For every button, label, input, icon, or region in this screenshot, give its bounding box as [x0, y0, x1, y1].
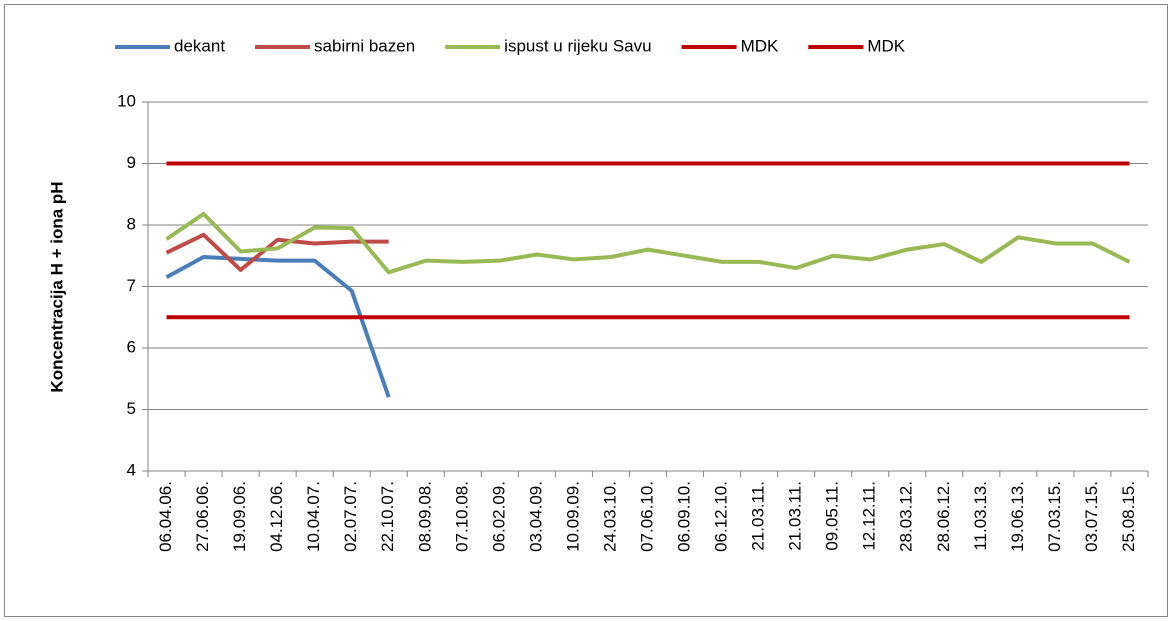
x-tick-label: 25.08.15. [1119, 481, 1138, 552]
legend-label: ispust u rijeku Savu [504, 36, 651, 55]
x-tick-label: 28.06.12. [934, 481, 953, 552]
x-tick-label: 24.03.10. [600, 481, 619, 552]
x-tick-label: 06.12.10. [712, 481, 731, 552]
x-tick-label: 10.09.09. [563, 481, 582, 552]
x-tick-label: 27.06.06. [193, 481, 212, 552]
x-tick-label: 07.10.08. [452, 481, 471, 552]
y-tick-label: 8 [127, 214, 136, 233]
x-tick-label: 06.04.06. [156, 481, 175, 552]
x-tick-label: 22.10.07. [378, 481, 397, 552]
x-tick-label: 09.05.11. [823, 481, 842, 551]
series-line [165, 232, 389, 272]
legend-label: MDK [867, 36, 905, 55]
x-tick-label: 28.03.12. [897, 481, 916, 552]
y-tick-label: 10 [117, 91, 136, 110]
x-tick-label: 02.07.07. [341, 481, 360, 552]
x-tick-label: 08.09.08. [415, 481, 434, 552]
series-line [165, 211, 1131, 275]
x-tick-label: 04.12.06. [267, 481, 286, 552]
x-tick-label: 06.02.09. [489, 481, 508, 552]
y-tick-label: 5 [127, 399, 136, 418]
x-tick-label: 21.03.11. [749, 481, 768, 551]
y-tick-label: 7 [127, 276, 136, 295]
x-tick-label: 07.03.15. [1045, 481, 1064, 552]
series-line [165, 254, 391, 398]
x-tick-label: 21.03.11. [786, 481, 805, 551]
x-tick-label: 06.09.10. [675, 481, 694, 552]
x-tick-label: 19.06.13. [1008, 481, 1027, 552]
y-tick-label: 4 [127, 460, 136, 479]
x-tick-label: 10.04.07. [304, 481, 323, 552]
y-tick-label: 9 [127, 153, 136, 172]
x-tick-label: 07.06.10. [637, 481, 656, 552]
legend-label: dekant [174, 36, 225, 55]
y-axis-label: Koncentracija H + iona pH [47, 181, 66, 392]
legend-label: sabirni bazen [314, 36, 415, 55]
x-tick-label: 11.03.13. [971, 481, 990, 551]
x-tick-label: 19.09.06. [230, 481, 249, 552]
y-tick-label: 6 [127, 337, 136, 356]
legend-label: MDK [741, 36, 779, 55]
x-tick-label: 12.12.11. [860, 481, 879, 551]
x-tick-label: 03.04.09. [526, 481, 545, 552]
x-tick-label: 03.07.15. [1082, 481, 1101, 552]
chart-frame [4, 4, 1168, 617]
